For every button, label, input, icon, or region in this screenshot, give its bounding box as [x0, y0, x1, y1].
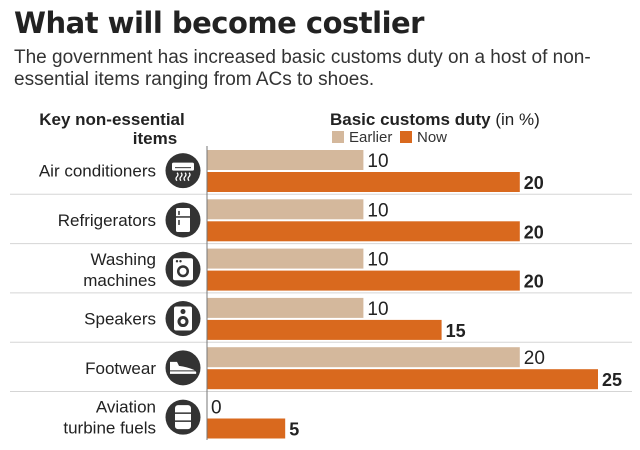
category-header-line-2: items [133, 129, 177, 148]
legend: Earlier Now [332, 129, 447, 146]
value-header: Basic customs duty (in %) [330, 110, 540, 129]
legend-label-earlier: Earlier [349, 129, 392, 146]
legend-swatch-now [400, 131, 412, 143]
data-label-earlier: 10 [367, 250, 388, 271]
category-label: Aviation turbine fuels [63, 398, 156, 438]
data-label-earlier: 20 [524, 348, 545, 369]
value-header-bold: Basic customs duty [330, 110, 491, 129]
speaker-icon [165, 301, 201, 337]
bar-earlier [207, 150, 364, 170]
bar-earlier [207, 297, 364, 318]
bar-now [207, 369, 598, 390]
bar-earlier [207, 347, 520, 368]
legend-label-now: Now [417, 129, 447, 146]
chart-subtitle: The government has increased basic custo… [14, 47, 591, 90]
row-footwear: Footwear 20 25 [10, 347, 632, 392]
row-washing-machines: Washing machines 10 20 [10, 248, 632, 294]
value-header-unit: (in %) [491, 110, 540, 129]
bar-now [207, 270, 520, 291]
row-air-conditioners: Air conditioners 10 20 [10, 150, 632, 195]
data-label-now: 5 [289, 420, 299, 440]
data-label-now: 20 [524, 272, 544, 292]
washing-machine-icon [165, 251, 201, 287]
row-refrigerators: Refrigerators 10 20 [10, 199, 632, 245]
bar-now [207, 221, 520, 242]
footwear-icon [165, 350, 201, 386]
data-label-earlier: 10 [367, 299, 388, 320]
row-aviation-turbine-fuels: Aviation turbine fuels 0 5 [63, 398, 299, 440]
air-conditioner-icon [165, 153, 201, 189]
bar-earlier [207, 199, 364, 220]
category-label: Air conditioners [39, 162, 156, 181]
bar-now [207, 172, 520, 192]
data-label-now: 25 [602, 370, 622, 390]
data-label-earlier: 10 [367, 151, 388, 172]
data-label-now: 20 [524, 173, 544, 193]
bar-now [207, 418, 286, 439]
data-label-earlier: 0 [211, 398, 222, 419]
category-label: Washing machines [83, 250, 156, 290]
category-label: Refrigerators [58, 211, 156, 230]
data-label-now: 20 [524, 222, 544, 242]
data-label-earlier: 10 [367, 200, 388, 221]
chart-title: What will become costlier [14, 6, 424, 40]
category-label: Footwear [85, 359, 156, 378]
row-speakers: Speakers 10 15 [10, 297, 632, 343]
refrigerator-icon [165, 202, 201, 238]
legend-swatch-earlier [332, 131, 344, 143]
fuel-barrel-icon [165, 399, 201, 435]
bar-earlier [207, 248, 364, 269]
bar-now [207, 319, 442, 340]
data-label-now: 15 [446, 321, 466, 341]
category-label: Speakers [84, 310, 156, 329]
category-header-line-1: Key non-essential [39, 110, 185, 129]
